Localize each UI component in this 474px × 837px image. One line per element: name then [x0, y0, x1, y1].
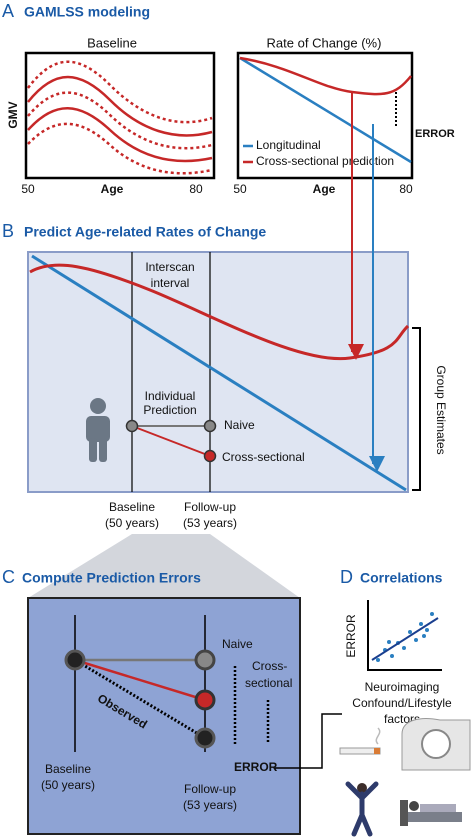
point [194, 689, 216, 711]
plot-frame [24, 51, 216, 180]
panel-title: GAMLSS modeling [24, 4, 150, 20]
axis-label: Age [313, 182, 336, 196]
panel-letter: B [2, 221, 14, 241]
point [125, 419, 139, 433]
connector [275, 713, 342, 769]
timepoint-label: (50 years) [41, 778, 95, 792]
point [64, 649, 86, 671]
timepoint-label: (53 years) [183, 798, 237, 812]
mini-axes [367, 600, 442, 671]
point [203, 419, 217, 433]
panel-letter: C [2, 567, 15, 587]
axis-tick-label: 80 [189, 182, 203, 196]
annotation: Cross- [252, 659, 287, 673]
axis-label: GMV [6, 101, 20, 128]
annotation: Cross-sectional [222, 450, 305, 464]
annotation: Interscan [145, 260, 194, 274]
annotation: Individual [145, 389, 196, 403]
timepoint-label: Baseline [109, 500, 155, 514]
panel-letter: D [340, 567, 353, 587]
zoom-wedge [28, 534, 300, 598]
plot-title: Baseline [87, 35, 137, 50]
point [194, 649, 216, 671]
error-label: ERROR [415, 128, 455, 140]
cross-sectional-line [131, 425, 211, 457]
timepoint-label: (53 years) [183, 516, 237, 530]
axis-label: Age [101, 182, 124, 196]
axis-tick-label: 50 [21, 182, 35, 196]
plot-title: Rate of Change (%) [267, 35, 382, 50]
error-label: ERROR [234, 760, 278, 774]
axis-label: Neuroimaging [365, 680, 440, 694]
trend-line [371, 617, 439, 661]
cross-sectional-curve [29, 263, 410, 361]
annotation: Naive [222, 637, 253, 651]
annotation: sectional [245, 676, 292, 690]
timepoint-label: Baseline [45, 762, 91, 776]
axis-label: ERROR [344, 614, 358, 658]
point [203, 449, 217, 463]
annotation: Naive [224, 418, 255, 432]
lifestyle-icons [339, 718, 471, 837]
panel-title: Predict Age-related Rates of Change [24, 224, 266, 240]
cross-sectional-curve [239, 56, 412, 96]
longitudinal-line [31, 254, 407, 492]
scatter-points [376, 612, 434, 662]
point [194, 727, 216, 749]
axis-tick-label: 80 [399, 182, 413, 196]
panel-title: Compute Prediction Errors [22, 570, 201, 586]
annotation: Prediction [143, 403, 196, 417]
axis-tick-label: 50 [233, 182, 247, 196]
panel-letter: A [2, 1, 14, 21]
zoom-frame [27, 597, 301, 835]
panel-title: Correlations [360, 570, 443, 586]
person-icon [86, 398, 110, 462]
timepoint-label: Follow-up [184, 782, 236, 796]
legend-label: Cross-sectional prediction [256, 154, 394, 168]
axis-label: Confound/Lifestyle [352, 696, 452, 710]
timepoint-label: (50 years) [105, 516, 159, 530]
bracket [412, 327, 421, 491]
annotation: Group Estimates [434, 365, 448, 454]
timepoint-label: Follow-up [184, 500, 236, 514]
centile-curves [27, 60, 213, 175]
longitudinal-line [239, 56, 412, 164]
cross-sectional-line [74, 658, 206, 702]
observed-line [74, 658, 206, 740]
legend-label: Longitudinal [256, 138, 321, 152]
annotation: interval [151, 276, 190, 290]
